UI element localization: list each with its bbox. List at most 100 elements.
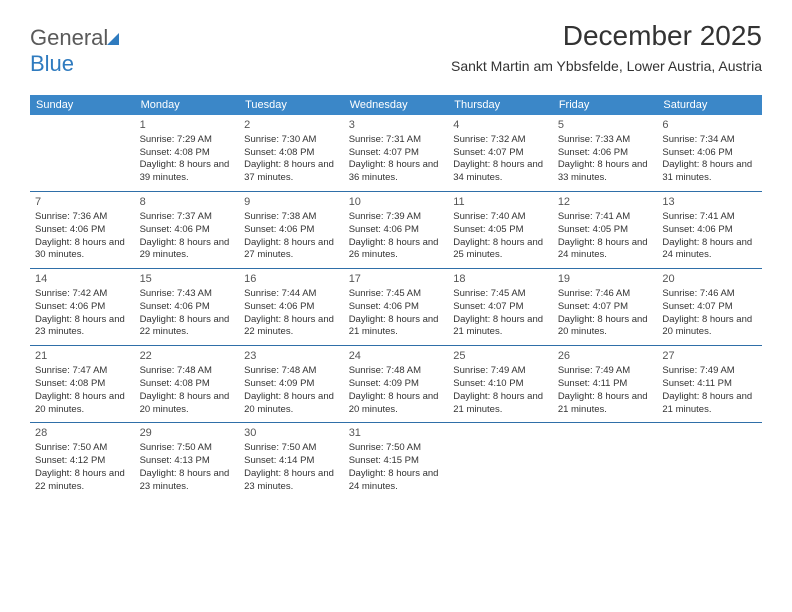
- sunset-line: Sunset: 4:06 PM: [35, 224, 130, 237]
- logo-text-blue: Blue: [30, 51, 74, 76]
- logo-text-general: General: [30, 25, 108, 50]
- daylight-line: Daylight: 8 hours and 21 minutes.: [558, 391, 653, 417]
- sunset-line: Sunset: 4:06 PM: [35, 301, 130, 314]
- dayhead-friday: Friday: [553, 95, 658, 115]
- calendar-cell: 9Sunrise: 7:38 AMSunset: 4:06 PMDaylight…: [239, 192, 344, 269]
- day-number: 10: [349, 195, 444, 210]
- sunrise-line: Sunrise: 7:29 AM: [140, 134, 235, 147]
- daylight-line: Daylight: 8 hours and 34 minutes.: [453, 159, 548, 185]
- calendar-cell: 2Sunrise: 7:30 AMSunset: 4:08 PMDaylight…: [239, 115, 344, 192]
- sunset-line: Sunset: 4:06 PM: [244, 224, 339, 237]
- sunset-line: Sunset: 4:07 PM: [453, 301, 548, 314]
- calendar-cell: 23Sunrise: 7:48 AMSunset: 4:09 PMDayligh…: [239, 346, 344, 423]
- day-number: 9: [244, 195, 339, 210]
- daylight-line: Daylight: 8 hours and 20 minutes.: [140, 391, 235, 417]
- sunrise-line: Sunrise: 7:48 AM: [349, 365, 444, 378]
- day-number: 5: [558, 118, 653, 133]
- day-number: 30: [244, 426, 339, 441]
- calendar-cell: 3Sunrise: 7:31 AMSunset: 4:07 PMDaylight…: [344, 115, 449, 192]
- sunrise-line: Sunrise: 7:50 AM: [349, 442, 444, 455]
- sunrise-line: Sunrise: 7:48 AM: [140, 365, 235, 378]
- calendar-cell: 1Sunrise: 7:29 AMSunset: 4:08 PMDaylight…: [135, 115, 240, 192]
- daylight-line: Daylight: 8 hours and 20 minutes.: [349, 391, 444, 417]
- sunrise-line: Sunrise: 7:43 AM: [140, 288, 235, 301]
- sunset-line: Sunset: 4:12 PM: [35, 455, 130, 468]
- daylight-line: Daylight: 8 hours and 24 minutes.: [349, 468, 444, 494]
- sunset-line: Sunset: 4:09 PM: [244, 378, 339, 391]
- calendar-cell: 5Sunrise: 7:33 AMSunset: 4:06 PMDaylight…: [553, 115, 658, 192]
- sunset-line: Sunset: 4:07 PM: [349, 147, 444, 160]
- dayhead-saturday: Saturday: [657, 95, 762, 115]
- day-number: 23: [244, 349, 339, 364]
- calendar-cell: 11Sunrise: 7:40 AMSunset: 4:05 PMDayligh…: [448, 192, 553, 269]
- daylight-line: Daylight: 8 hours and 21 minutes.: [662, 391, 757, 417]
- sunrise-line: Sunrise: 7:45 AM: [453, 288, 548, 301]
- calendar-cell-empty: [553, 423, 658, 500]
- calendar-cell: 20Sunrise: 7:46 AMSunset: 4:07 PMDayligh…: [657, 269, 762, 346]
- sunrise-line: Sunrise: 7:31 AM: [349, 134, 444, 147]
- sunset-line: Sunset: 4:06 PM: [662, 147, 757, 160]
- sunset-line: Sunset: 4:06 PM: [140, 301, 235, 314]
- daylight-line: Daylight: 8 hours and 21 minutes.: [453, 391, 548, 417]
- day-number: 6: [662, 118, 757, 133]
- dayhead-thursday: Thursday: [448, 95, 553, 115]
- dayhead-monday: Monday: [135, 95, 240, 115]
- daylight-line: Daylight: 8 hours and 22 minutes.: [244, 314, 339, 340]
- day-number: 13: [662, 195, 757, 210]
- day-number: 24: [349, 349, 444, 364]
- daylight-line: Daylight: 8 hours and 20 minutes.: [558, 314, 653, 340]
- sunset-line: Sunset: 4:11 PM: [558, 378, 653, 391]
- day-number: 31: [349, 426, 444, 441]
- calendar-head-row: Sunday Monday Tuesday Wednesday Thursday…: [30, 95, 762, 115]
- calendar-cell: 17Sunrise: 7:45 AMSunset: 4:06 PMDayligh…: [344, 269, 449, 346]
- sunset-line: Sunset: 4:08 PM: [140, 378, 235, 391]
- day-number: 26: [558, 349, 653, 364]
- calendar-cell: 30Sunrise: 7:50 AMSunset: 4:14 PMDayligh…: [239, 423, 344, 500]
- sunrise-line: Sunrise: 7:44 AM: [244, 288, 339, 301]
- sunrise-line: Sunrise: 7:34 AM: [662, 134, 757, 147]
- sunset-line: Sunset: 4:09 PM: [349, 378, 444, 391]
- day-number: 7: [35, 195, 130, 210]
- calendar-cell-empty: [448, 423, 553, 500]
- calendar-cell: 19Sunrise: 7:46 AMSunset: 4:07 PMDayligh…: [553, 269, 658, 346]
- sunset-line: Sunset: 4:05 PM: [453, 224, 548, 237]
- sunset-line: Sunset: 4:14 PM: [244, 455, 339, 468]
- sunrise-line: Sunrise: 7:50 AM: [140, 442, 235, 455]
- day-number: 17: [349, 272, 444, 287]
- calendar-cell: 12Sunrise: 7:41 AMSunset: 4:05 PMDayligh…: [553, 192, 658, 269]
- sunrise-line: Sunrise: 7:48 AM: [244, 365, 339, 378]
- sunrise-line: Sunrise: 7:41 AM: [662, 211, 757, 224]
- daylight-line: Daylight: 8 hours and 36 minutes.: [349, 159, 444, 185]
- sunset-line: Sunset: 4:08 PM: [140, 147, 235, 160]
- calendar-cell: 29Sunrise: 7:50 AMSunset: 4:13 PMDayligh…: [135, 423, 240, 500]
- day-number: 8: [140, 195, 235, 210]
- calendar-cell-empty: [657, 423, 762, 500]
- sunset-line: Sunset: 4:08 PM: [35, 378, 130, 391]
- sunrise-line: Sunrise: 7:42 AM: [35, 288, 130, 301]
- sunrise-line: Sunrise: 7:46 AM: [558, 288, 653, 301]
- calendar-cell: 26Sunrise: 7:49 AMSunset: 4:11 PMDayligh…: [553, 346, 658, 423]
- daylight-line: Daylight: 8 hours and 21 minutes.: [453, 314, 548, 340]
- sunrise-line: Sunrise: 7:50 AM: [35, 442, 130, 455]
- sunset-line: Sunset: 4:06 PM: [349, 224, 444, 237]
- sunrise-line: Sunrise: 7:49 AM: [558, 365, 653, 378]
- location-line: Sankt Martin am Ybbsfelde, Lower Austria…: [451, 58, 762, 74]
- day-number: 18: [453, 272, 548, 287]
- daylight-line: Daylight: 8 hours and 26 minutes.: [349, 237, 444, 263]
- sunrise-line: Sunrise: 7:33 AM: [558, 134, 653, 147]
- sunset-line: Sunset: 4:07 PM: [662, 301, 757, 314]
- daylight-line: Daylight: 8 hours and 37 minutes.: [244, 159, 339, 185]
- day-number: 4: [453, 118, 548, 133]
- sunset-line: Sunset: 4:11 PM: [662, 378, 757, 391]
- sunrise-line: Sunrise: 7:38 AM: [244, 211, 339, 224]
- month-title: December 2025: [451, 20, 762, 52]
- calendar-cell: 8Sunrise: 7:37 AMSunset: 4:06 PMDaylight…: [135, 192, 240, 269]
- sunrise-line: Sunrise: 7:49 AM: [453, 365, 548, 378]
- sunrise-line: Sunrise: 7:40 AM: [453, 211, 548, 224]
- sunset-line: Sunset: 4:06 PM: [662, 224, 757, 237]
- dayhead-sunday: Sunday: [30, 95, 135, 115]
- calendar-row: 1Sunrise: 7:29 AMSunset: 4:08 PMDaylight…: [30, 115, 762, 192]
- sunset-line: Sunset: 4:08 PM: [244, 147, 339, 160]
- day-number: 14: [35, 272, 130, 287]
- logo-sail-icon: [105, 31, 123, 47]
